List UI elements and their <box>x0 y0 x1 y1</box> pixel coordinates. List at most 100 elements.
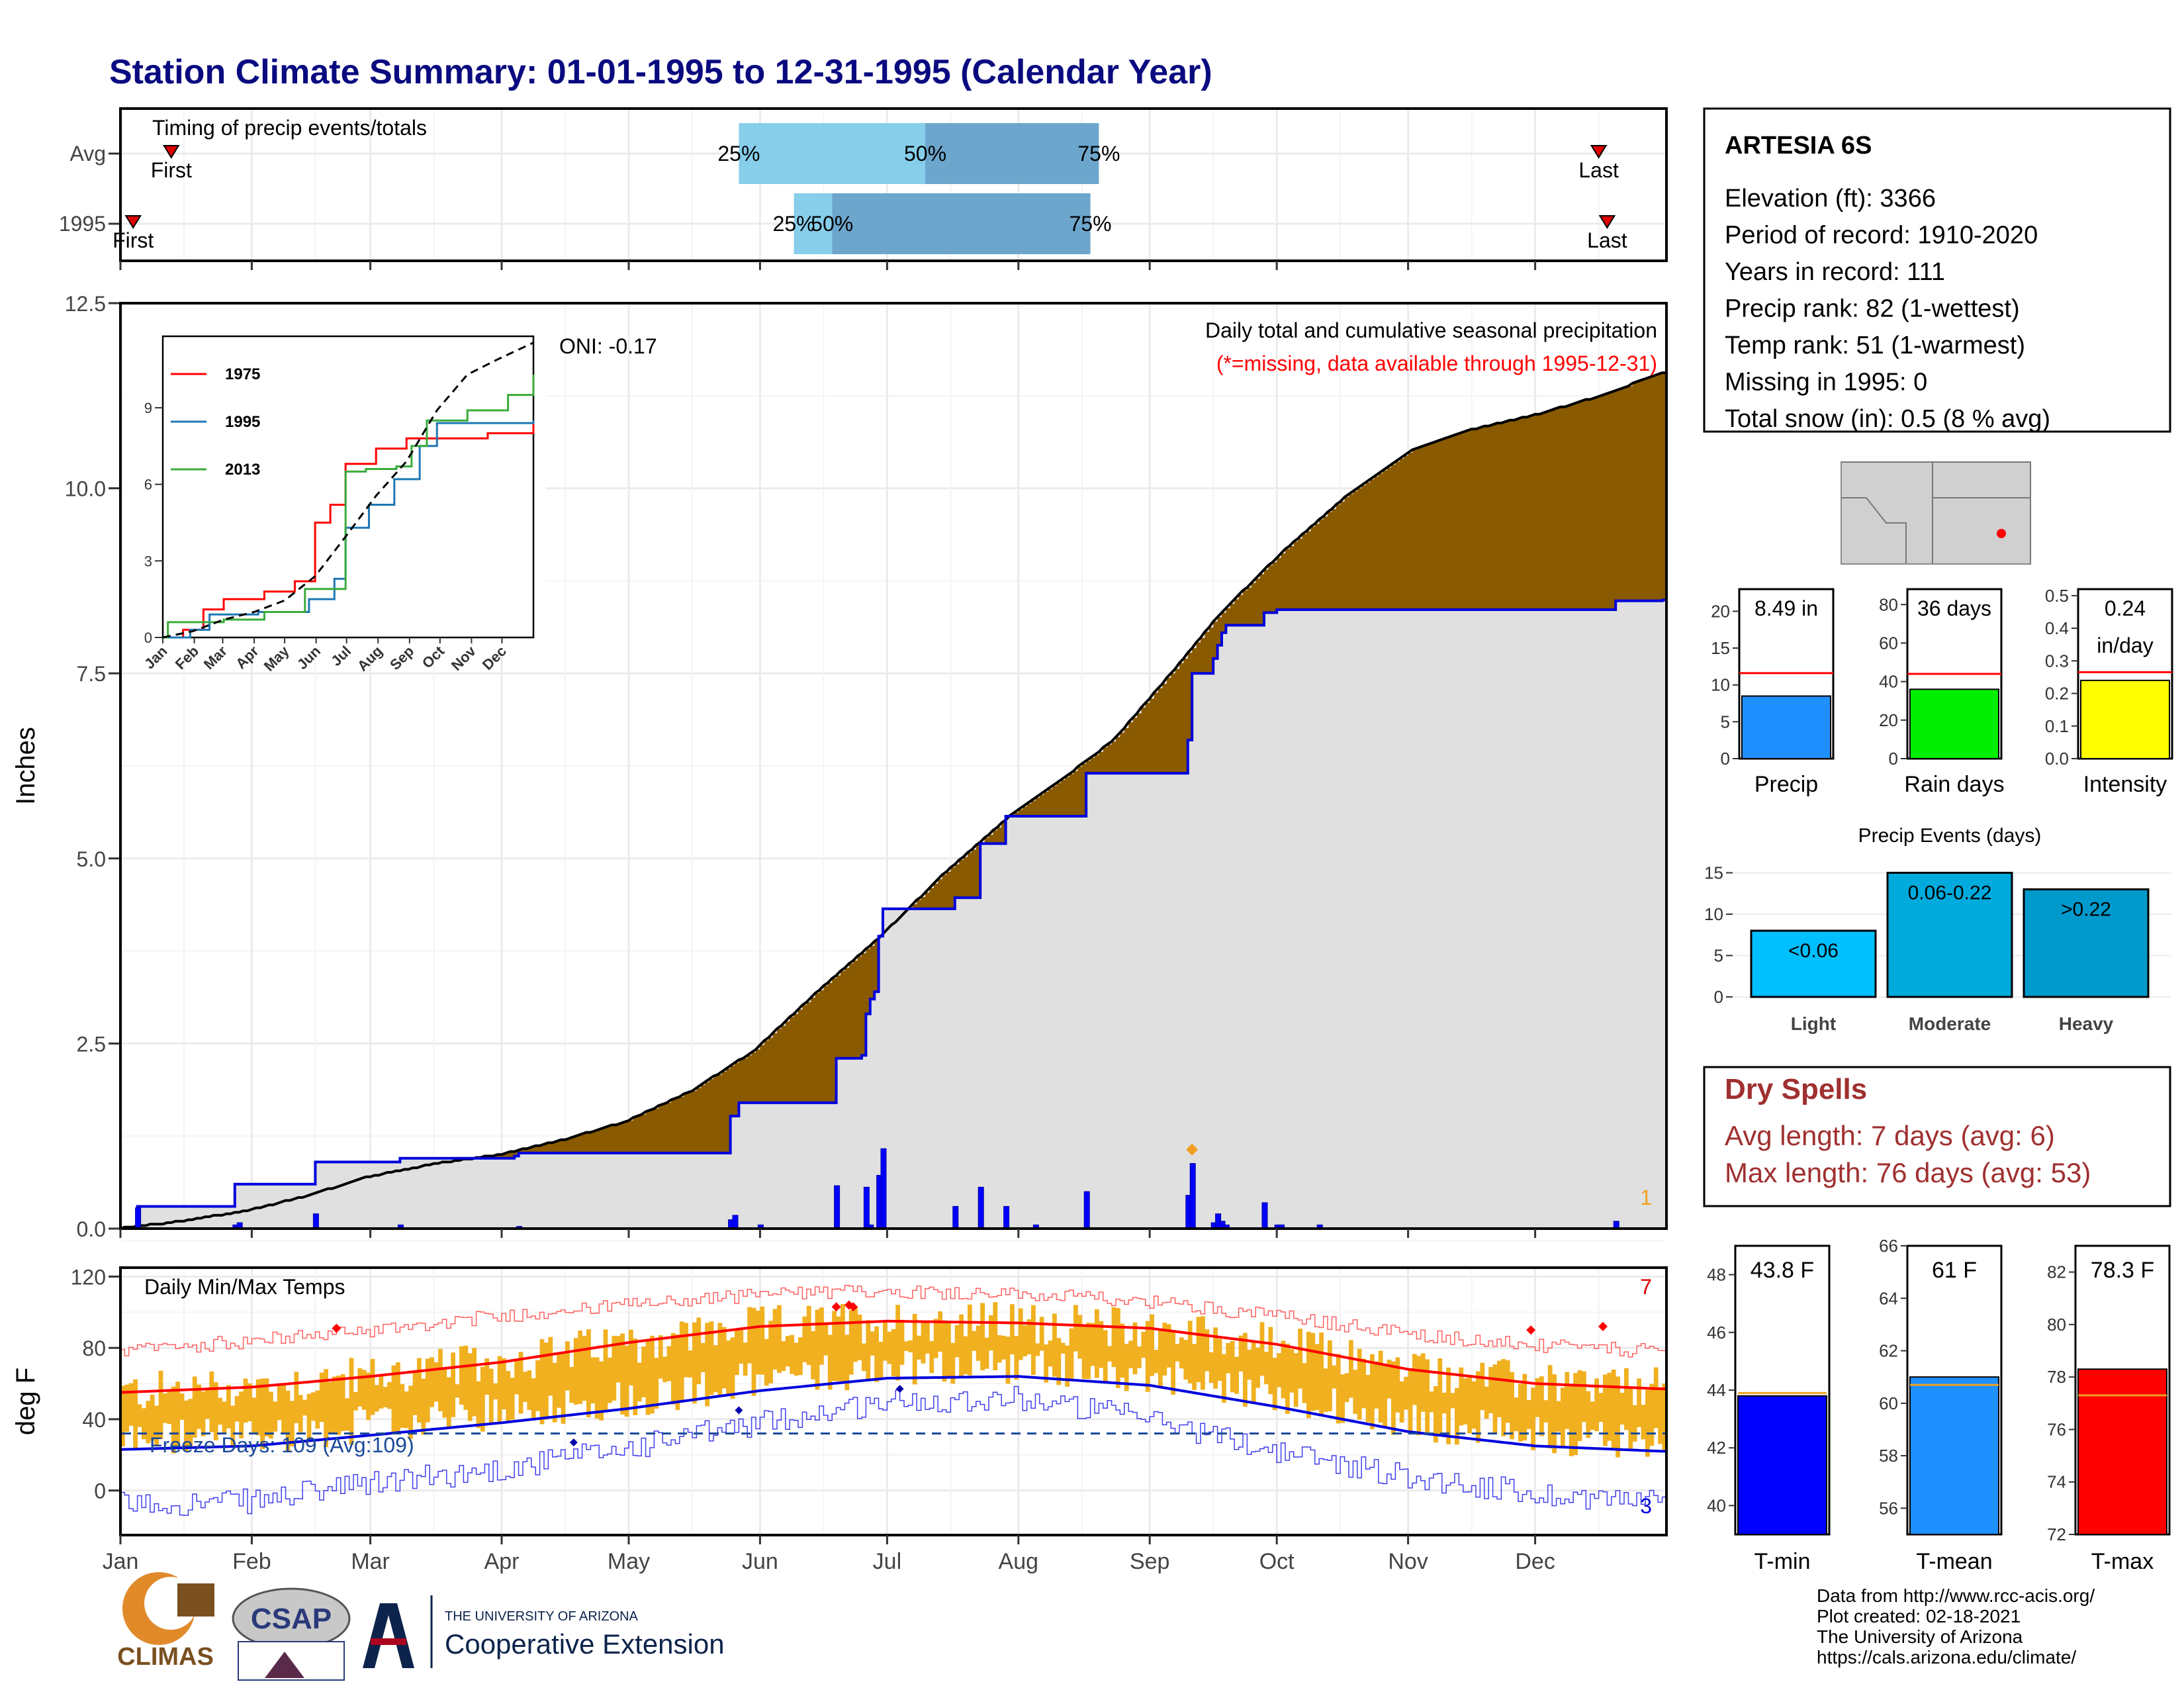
precip-anomaly-fill <box>654 1108 659 1153</box>
temp-bar-ytick-label: 48 <box>1707 1265 1726 1285</box>
daily-temp-bar <box>497 1356 502 1422</box>
precip-anomaly-fill <box>645 1111 651 1153</box>
precip-anomaly-fill <box>569 1138 574 1153</box>
daily-temp-bar <box>1056 1338 1062 1385</box>
summary-bar <box>2080 679 2170 760</box>
month-label: Dec <box>1515 1549 1555 1574</box>
precip-anomaly-fill <box>612 1125 617 1153</box>
precip-anomaly-fill <box>1201 637 1205 674</box>
inset-ytick-label: 0 <box>144 630 152 646</box>
precip-anomaly-fill <box>531 1147 536 1153</box>
daily-temp-bar <box>717 1323 723 1397</box>
page-title: Station Climate Summary: 01-01-1995 to 1… <box>109 53 1212 91</box>
precip-anomaly-fill <box>827 982 833 1103</box>
precip-anomaly-fill <box>1001 823 1007 844</box>
daily-temp-bar <box>1323 1368 1328 1413</box>
precip-anomaly-fill <box>650 1110 655 1153</box>
temp-bar-ytick-label: 40 <box>1707 1495 1726 1515</box>
precip-anomaly-fill <box>912 904 917 909</box>
precip-anomaly-fill <box>1026 804 1032 817</box>
summary-label: Intensity <box>2083 772 2167 797</box>
temp-bar-ytick-label: 74 <box>2047 1472 2066 1492</box>
freeze-days: Freeze Days: 109 (Avg:109) <box>150 1433 414 1457</box>
daily-temp-bar <box>273 1401 278 1432</box>
inset-legend-label: 2013 <box>225 461 260 479</box>
precip-anomaly-fill <box>527 1149 532 1153</box>
daily-temp-bar <box>785 1336 790 1367</box>
daily-temp-bar <box>484 1358 490 1395</box>
precip-anomaly-fill <box>1238 594 1244 626</box>
record-high-marker <box>1598 1321 1608 1331</box>
daily-temp-bar <box>1077 1315 1083 1359</box>
daily-temp-bar <box>150 1394 155 1441</box>
precip-anomaly-fill <box>684 1094 689 1153</box>
temp-panel: 0 40 80 120 Daily Min/Max Temps 7 3 Freeze … <box>11 1240 1668 1536</box>
daily-temp-bar <box>1603 1374 1608 1446</box>
daily-temp-bar <box>319 1372 324 1423</box>
timing-label-25: 25% <box>717 142 760 165</box>
daily-temp-bar <box>1412 1354 1417 1405</box>
daily-temp-bar <box>1594 1378 1599 1432</box>
daily-temp-bar <box>1081 1325 1087 1380</box>
daily-temp-bar <box>1357 1348 1362 1420</box>
precip-anomaly-fill <box>1116 737 1120 774</box>
precip-anomaly-fill <box>1247 587 1252 626</box>
inset-legend-label: 1995 <box>225 413 260 431</box>
precip-anomaly-fill <box>1441 439 1447 610</box>
footer-line-1: Data from http://www.rcc-acis.org/ <box>1817 1585 2095 1606</box>
station-name: ARTESIA 6S <box>1725 132 1872 160</box>
precip-anomaly-fill <box>1192 648 1197 674</box>
precip-anomaly-fill <box>586 1132 591 1153</box>
precip-anomaly-fill <box>862 953 866 1056</box>
precip-anomaly-fill <box>1081 763 1087 817</box>
summary-ytick-label: 0 <box>1721 749 1730 769</box>
daily-temp-bar <box>451 1352 455 1417</box>
daily-temp-bar <box>260 1378 265 1449</box>
daily-temp-bar <box>1175 1344 1180 1362</box>
daily-temp-bar <box>1332 1365 1337 1389</box>
precip-anomaly-fill <box>1662 373 1667 600</box>
precip-anomaly-fill <box>1298 538 1303 610</box>
daily-temp-bar <box>917 1335 921 1360</box>
summary-ytick-label: 0.5 <box>2045 586 2069 606</box>
precip-anomaly-fill <box>848 963 854 1058</box>
summary-ytick-label: 0.0 <box>2045 749 2069 769</box>
precip-anomaly-fill <box>1171 673 1176 774</box>
inset-ytick-label: 6 <box>144 477 152 493</box>
precip-anomaly-fill <box>1314 524 1320 610</box>
daily-temp-bar <box>645 1338 651 1415</box>
daily-temp-bar <box>582 1336 587 1401</box>
precip-anomaly-fill <box>594 1131 600 1153</box>
precip-anomaly-fill <box>1044 792 1049 817</box>
timing-title: Timing of precip events/totals <box>152 116 427 140</box>
temp-bar-ytick-label: 78 <box>2047 1367 2066 1387</box>
daily-temp-bar <box>705 1323 709 1407</box>
daily-temp-bar <box>1111 1307 1116 1368</box>
daily-temp-bar <box>713 1345 718 1393</box>
precip-anomaly-fill <box>1111 741 1116 774</box>
precip-anomaly-fill <box>633 1117 638 1153</box>
daily-temp-bar <box>853 1306 858 1362</box>
daily-temp-bar <box>1378 1350 1383 1423</box>
daily-temp-bar <box>692 1322 697 1404</box>
daily-temp-bar <box>1408 1370 1413 1432</box>
daily-temp-bar <box>1010 1304 1015 1355</box>
summary-ytick-label: 0.4 <box>2045 618 2069 638</box>
daily-temp-bar <box>1205 1329 1210 1372</box>
precip-anomaly-fill <box>917 900 922 909</box>
daily-temp-bar <box>1531 1387 1535 1450</box>
precip-anomaly-fill <box>1103 747 1108 774</box>
precip-anomaly-fill <box>1416 448 1422 610</box>
daily-temp-bar <box>467 1353 473 1421</box>
events-category-label: Light <box>1791 1013 1836 1034</box>
precip-ytick-label: 2.5 <box>77 1032 106 1056</box>
daily-temp-bar <box>1590 1401 1595 1430</box>
daily-temp-bar <box>201 1391 206 1436</box>
timing-label-75: 75% <box>1077 142 1120 165</box>
daily-precip-bar <box>952 1205 959 1229</box>
daily-temp-bar <box>764 1338 769 1386</box>
inset-avg-line <box>162 342 534 639</box>
daily-temp-bar <box>425 1358 430 1423</box>
precip-anomaly-fill <box>608 1126 612 1153</box>
daily-temp-bar <box>302 1399 307 1416</box>
